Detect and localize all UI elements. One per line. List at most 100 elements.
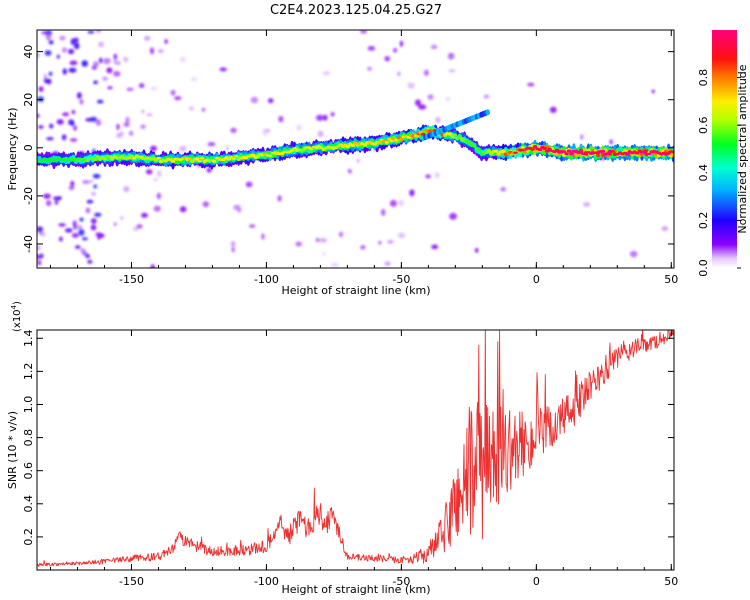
spectrogram-speckle [434,172,440,178]
spectrogram-frame [36,29,675,269]
spectrogram-speckle [116,60,121,66]
spectrogram-speckle [447,52,455,60]
ridge-cell [625,152,630,156]
spectrogram-speckle [146,113,153,117]
spectrogram-speckle [46,137,54,141]
spectrogram-speckle [387,240,394,244]
spectrogram-speckle [315,238,320,242]
spectrogram-speckle [261,233,265,240]
spectrogram-ytick-label: -40 [22,235,35,253]
spectrogram-speckle [113,53,118,60]
spectrogram-speckle [72,220,77,227]
spectrogram-speckle [68,67,77,73]
spectrogram-speckle [89,179,94,184]
spectrogram-speckle [278,115,284,123]
ridge-cell [93,158,98,162]
spectrogram-speckle [296,124,302,131]
spectrogram-speckle [206,167,212,173]
spectrogram-speckle [70,38,75,46]
ridge-cell [187,157,193,161]
spectrogram-speckle [54,200,59,205]
spectrogram-speckle [86,199,94,204]
spectrogram-speckle [190,77,198,82]
ridge-cell [289,149,295,152]
ridge-cell [671,150,674,154]
spectrogram-speckle [59,236,63,242]
spectrogram-speckle [179,145,187,152]
spectrogram-speckle [397,71,401,77]
snr-plot-area [37,330,674,568]
spectrogram-speckle [207,142,216,147]
spectrogram-speckle [423,69,429,77]
spectrogram-speckle [315,114,324,121]
spectrogram-speckle [113,60,117,64]
ridge-cell [647,152,652,156]
spectrogram-speckle [150,145,157,152]
spectrogram-speckle [113,222,117,226]
spectrogram-plot-area [37,30,674,268]
ridge-cell [472,144,477,147]
spectrogram-speckle [174,96,182,101]
spectrogram-speckle [90,224,97,231]
spectrogram-speckle [651,89,655,94]
spectrogram-speckle [136,224,143,229]
spectrogram-speckle [62,112,70,117]
ridge-cell [496,152,501,156]
ridge-cell [476,148,482,151]
spectrogram-speckle [94,212,102,217]
spectrogram-speckle [140,124,146,129]
spectrogram-speckle [71,110,76,115]
spectrogram-speckle [156,170,162,178]
spectrogram-speckle [76,92,82,99]
spectrogram-xtick-label: -100 [254,273,279,286]
spectrogram-speckle [609,139,613,145]
spectrogram-speckle [360,245,366,250]
spectrogram-speckle [156,192,162,200]
spectrogram-speckle [580,134,584,140]
spectrogram-speckle [37,260,42,266]
snr-scale-note: (x104) [10,301,23,332]
spectrogram-speckle [138,83,145,88]
spectrogram-speckle [81,237,88,241]
ridge-cell [129,154,134,158]
spectrogram-speckle [74,245,81,250]
spectrogram-speckle [384,261,391,266]
spectrogram-speckle [201,107,206,112]
snr-frame [36,329,675,571]
spectrogram-ytick-label: -20 [22,187,35,205]
spectrogram-speckle [249,224,256,228]
ridge-cell [501,149,506,153]
spectrogram-speckle [93,61,99,68]
ridge-cell [345,145,351,149]
snr-ytick-label: 1.0 [22,396,35,414]
spectrogram-speckle [73,125,77,131]
ridge-cell [600,149,606,153]
spectrogram-speckle [435,116,441,124]
spectrogram-ticks: -150 -100 -50 0 50 -40 -20 0 20 40 [22,30,678,286]
colorbar-tick-label: 0.2 [697,212,710,230]
spectrogram-speckle [95,30,102,33]
spectrogram-speckle [360,30,368,34]
ridge-cell [170,159,176,163]
ridge-cell [513,151,518,154]
ridge-cell [450,135,455,139]
ridge-cell [195,157,200,161]
spectrogram-speckle [44,50,52,56]
snr-xtick-label: -50 [392,575,410,588]
spectrogram-speckle [125,116,130,124]
ridge-cell [231,157,236,161]
ridge-cell [110,156,115,161]
colorbar-tick-label: 0.4 [697,164,710,182]
spectrogram-speckle [189,106,194,111]
ridge-cell [95,155,100,159]
ridge-cell [452,133,457,136]
snr-ytick-label: 0.8 [22,429,35,447]
snr-ticks: -150 -100 -50 0 50 0.2 0.4 0.6 0.8 1.0 1.2 1.4 [22,330,678,588]
ridge-cell [212,159,217,163]
snr-ytick-label: 1.4 [22,330,35,348]
ridge-cell [537,148,543,152]
spectrogram-speckle [425,174,431,179]
spectrogram-speckle [323,114,328,121]
ridge-cell [42,157,47,161]
